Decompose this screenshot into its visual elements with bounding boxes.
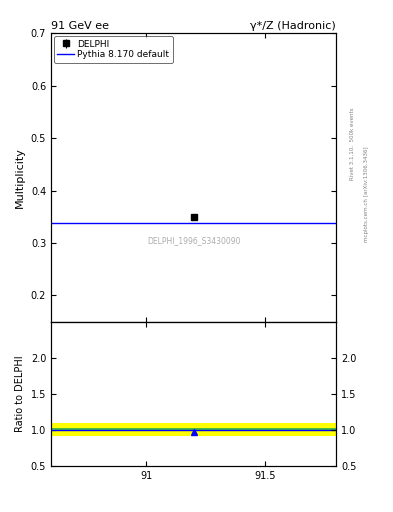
Text: DELPHI_1996_S3430090: DELPHI_1996_S3430090 <box>147 237 240 245</box>
Text: γ*/Z (Hadronic): γ*/Z (Hadronic) <box>250 21 336 31</box>
Bar <box>51 423 336 436</box>
Text: Rivet 3.1.10,  500k events: Rivet 3.1.10, 500k events <box>350 107 355 180</box>
Y-axis label: Ratio to DELPHI: Ratio to DELPHI <box>15 355 25 432</box>
Legend: DELPHI, Pythia 8.170 default: DELPHI, Pythia 8.170 default <box>54 36 173 63</box>
Bar <box>51 428 336 432</box>
Y-axis label: Multiplicity: Multiplicity <box>15 147 25 208</box>
Text: mcplots.cern.ch [arXiv:1306.3436]: mcplots.cern.ch [arXiv:1306.3436] <box>364 147 369 242</box>
Text: 91 GeV ee: 91 GeV ee <box>51 21 109 31</box>
